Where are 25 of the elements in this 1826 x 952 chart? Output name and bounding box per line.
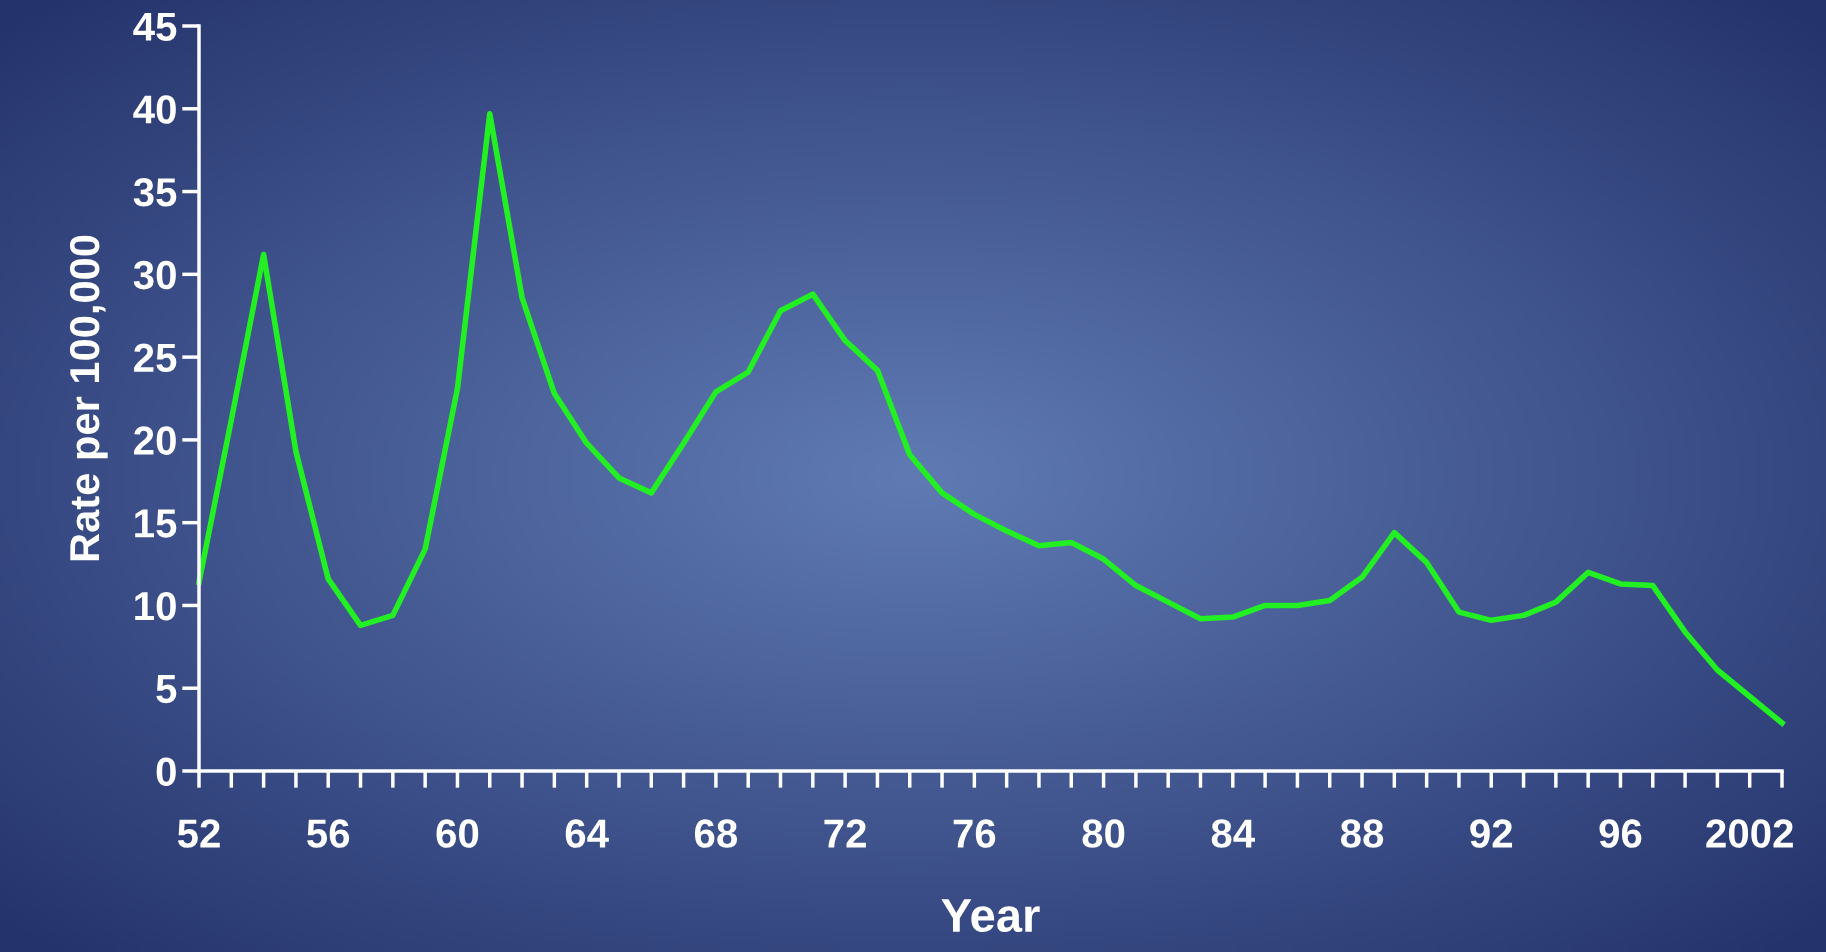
y-tick-label: 15 [135,509,177,538]
y-axis-title: Rate per 100,000 [69,235,108,561]
y-tick-label: 20 [134,426,176,455]
y-tick-label: 0 [156,757,176,786]
x-tick-label: 72 [824,819,866,848]
x-tick-label: 88 [1340,819,1384,848]
x-tick-label: 60 [436,819,479,848]
y-tick-label: 40 [133,95,176,124]
x-tick-label: 84 [1211,819,1255,848]
x-tick-label: 96 [1599,819,1642,848]
x-tick-label: 92 [1470,819,1513,848]
x-tick-label: 76 [953,819,996,848]
x-tick-label: 2002 [1706,819,1793,848]
x-tick-label: 56 [307,819,350,848]
y-tick-label: 5 [156,675,177,704]
x-tick-label: 64 [565,819,609,848]
x-tick-label: 52 [177,819,220,848]
y-tick-label: 25 [134,343,177,373]
x-tick-label: 80 [1082,819,1125,848]
y-tick-label: 45 [133,12,177,41]
y-tick-label: 10 [135,591,176,621]
y-tick-label: 30 [133,260,176,290]
y-tick-label: 35 [133,178,177,207]
x-axis-title: Year [941,899,1040,933]
x-tick-label: 68 [694,819,738,848]
